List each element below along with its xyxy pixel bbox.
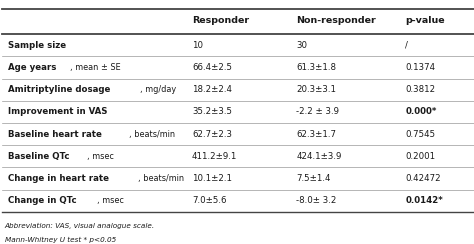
- Text: 66.4±2.5: 66.4±2.5: [192, 63, 232, 72]
- Text: 0.000*: 0.000*: [405, 107, 437, 116]
- Text: 10: 10: [192, 41, 203, 50]
- Text: 7.0±5.6: 7.0±5.6: [192, 196, 227, 205]
- Text: Baseline heart rate: Baseline heart rate: [8, 130, 102, 139]
- Text: 7.5±1.4: 7.5±1.4: [296, 174, 331, 183]
- Text: /: /: [405, 41, 408, 50]
- Text: Abbreviation: VAS, visual analogue scale.: Abbreviation: VAS, visual analogue scale…: [5, 223, 155, 230]
- Text: , msec: , msec: [97, 196, 124, 205]
- Text: , beats/min: , beats/min: [138, 174, 184, 183]
- Text: Mann-Whitney U test * p<0.05: Mann-Whitney U test * p<0.05: [5, 237, 116, 243]
- Text: Age years: Age years: [8, 63, 56, 72]
- Text: Change in QTc: Change in QTc: [8, 196, 77, 205]
- Text: p-value: p-value: [405, 16, 445, 25]
- Text: 0.0142*: 0.0142*: [405, 196, 443, 205]
- Text: 62.7±2.3: 62.7±2.3: [192, 130, 232, 139]
- Text: 62.3±1.7: 62.3±1.7: [296, 130, 336, 139]
- Text: Sample size: Sample size: [8, 41, 66, 50]
- Text: 61.3±1.8: 61.3±1.8: [296, 63, 336, 72]
- Text: 0.1374: 0.1374: [405, 63, 436, 72]
- Text: 35.2±3.5: 35.2±3.5: [192, 107, 232, 116]
- Text: Baseline QTc: Baseline QTc: [8, 152, 70, 161]
- Text: Responder: Responder: [192, 16, 249, 25]
- Text: 411.2±9.1: 411.2±9.1: [192, 152, 237, 161]
- Text: 18.2±2.4: 18.2±2.4: [192, 85, 232, 94]
- Text: 10.1±2.1: 10.1±2.1: [192, 174, 232, 183]
- Text: Change in heart rate: Change in heart rate: [8, 174, 109, 183]
- Text: Non-responder: Non-responder: [296, 16, 376, 25]
- Text: 0.7545: 0.7545: [405, 130, 436, 139]
- Text: , mg/day: , mg/day: [140, 85, 176, 94]
- Text: 0.42472: 0.42472: [405, 174, 441, 183]
- Text: 20.3±3.1: 20.3±3.1: [296, 85, 336, 94]
- Text: 30: 30: [296, 41, 307, 50]
- Text: Amitriptyline dosage: Amitriptyline dosage: [8, 85, 110, 94]
- Text: 424.1±3.9: 424.1±3.9: [296, 152, 342, 161]
- Text: , beats/min: , beats/min: [129, 130, 175, 139]
- Text: Improvement in VAS: Improvement in VAS: [8, 107, 108, 116]
- Text: -2.2 ± 3.9: -2.2 ± 3.9: [296, 107, 339, 116]
- Text: 0.3812: 0.3812: [405, 85, 436, 94]
- Text: , msec: , msec: [87, 152, 114, 161]
- Text: 0.2001: 0.2001: [405, 152, 436, 161]
- Text: -8.0± 3.2: -8.0± 3.2: [296, 196, 337, 205]
- Text: , mean ± SE: , mean ± SE: [71, 63, 121, 72]
